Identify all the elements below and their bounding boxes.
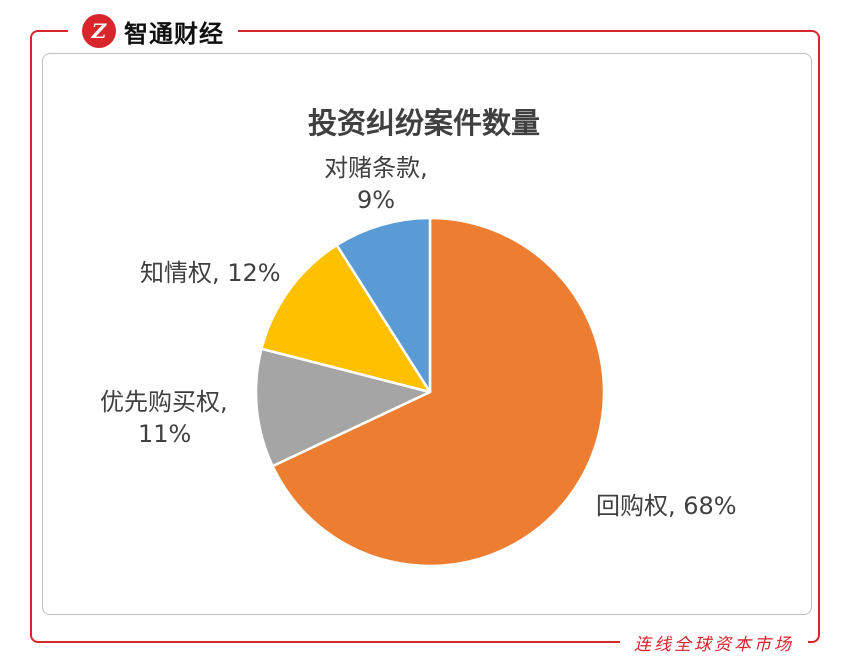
slice-label-huigouquan: 回购权, 68% (596, 490, 737, 522)
outer-frame (30, 30, 820, 643)
brand-logo-icon: Z (82, 14, 116, 48)
slice-label-duidu: 对赌条款, 9% (306, 152, 446, 216)
brand-name: 智通财经 (124, 19, 224, 48)
pie-slice-2 (260, 243, 432, 394)
pie-slice-3 (335, 216, 432, 394)
slice-label-text: 优先购买权, (100, 388, 228, 416)
pie-slice-0 (271, 216, 606, 568)
footer-slogan: 连线全球资本市场 (620, 630, 808, 655)
pie-slice-1 (254, 347, 432, 468)
brand-header: Z 智通财经 (68, 12, 238, 50)
slice-label-youxian: 优先购买权, 11% (100, 386, 228, 450)
slice-label-text: 回购权, 68% (596, 492, 737, 520)
slice-label-zhiqing: 知情权, 12% (140, 257, 281, 289)
slice-label-value: 11% (138, 420, 192, 448)
slice-label-text: 对赌条款, (324, 154, 428, 182)
slice-label-value: 9% (356, 186, 396, 214)
slice-label-text: 知情权, 12% (140, 259, 281, 287)
chart-title: 投资纠纷案件数量 (307, 106, 540, 140)
